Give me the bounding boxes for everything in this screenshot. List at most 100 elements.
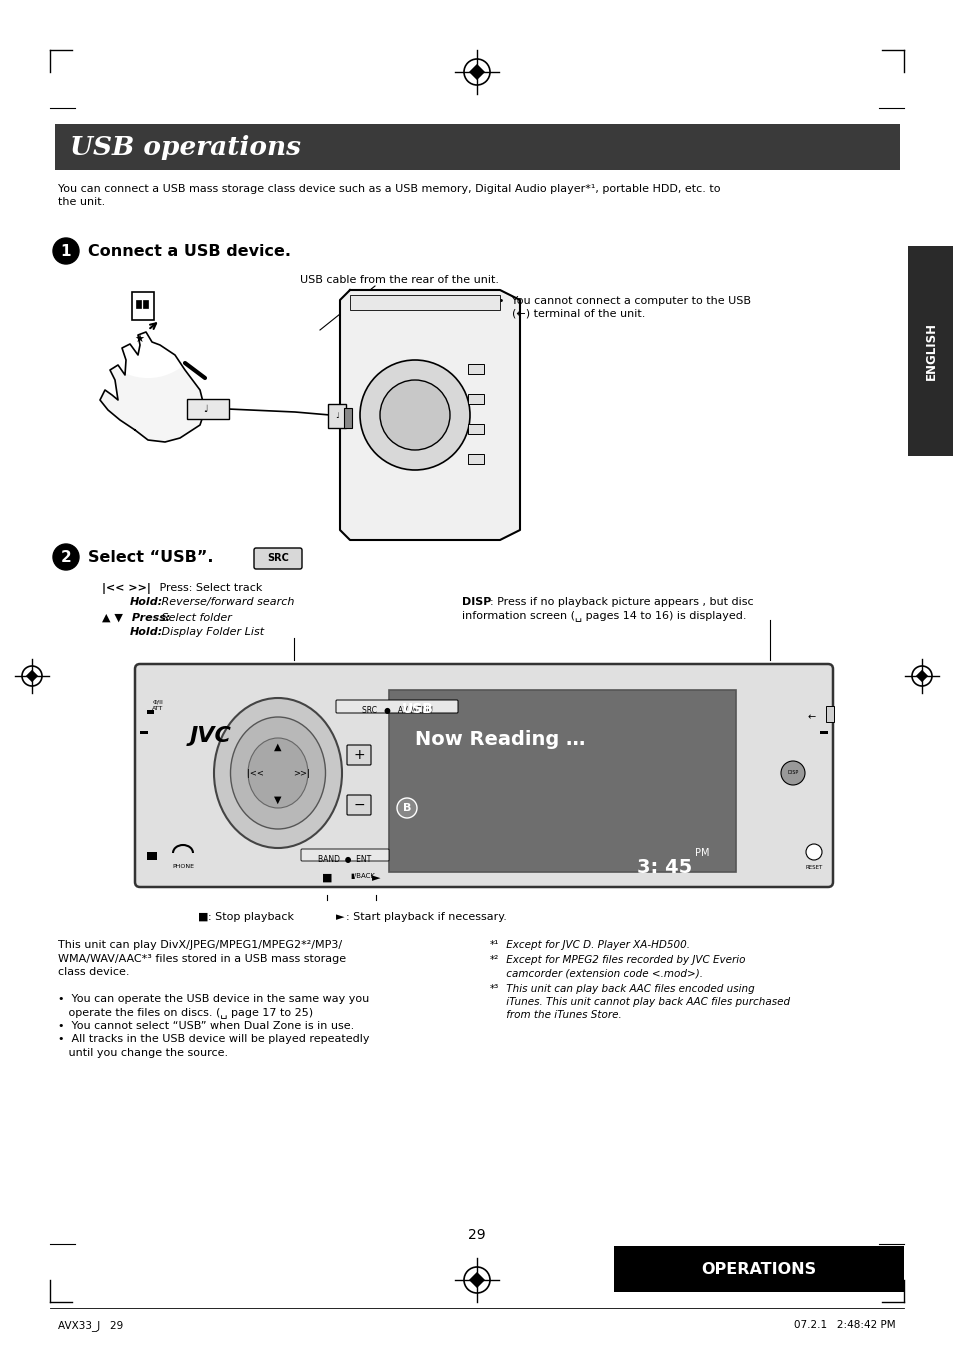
Text: ►: ► (335, 913, 344, 922)
Bar (468, 364, 483, 375)
Text: : Stop playback: : Stop playback (208, 913, 294, 922)
Polygon shape (915, 669, 927, 683)
Text: PHONE: PHONE (172, 864, 193, 869)
FancyBboxPatch shape (253, 548, 302, 569)
Text: B: B (402, 803, 411, 813)
Bar (147, 710, 153, 714)
FancyBboxPatch shape (347, 745, 371, 765)
Circle shape (805, 844, 821, 860)
Text: ▼: ▼ (274, 795, 281, 804)
Text: Except for MPEG2 files recorded by JVC Everio: Except for MPEG2 files recorded by JVC E… (502, 955, 744, 965)
Bar (468, 425, 483, 434)
Text: 2: 2 (61, 549, 71, 565)
Bar (132, 292, 153, 320)
Text: iTunes. This unit cannot play back AAC files purchased: iTunes. This unit cannot play back AAC f… (502, 996, 789, 1007)
Text: −: − (353, 798, 364, 813)
Ellipse shape (213, 698, 341, 848)
Bar (344, 408, 352, 429)
FancyBboxPatch shape (187, 399, 229, 419)
Text: information screen (␣ pages 14 to 16) is displayed.: information screen (␣ pages 14 to 16) is… (461, 610, 745, 621)
Text: 07.2.1   2:48:42 PM: 07.2.1 2:48:42 PM (794, 1320, 895, 1330)
Text: ♩: ♩ (335, 411, 338, 420)
Text: •  All tracks in the USB device will be played repeatedly: • All tracks in the USB device will be p… (58, 1034, 369, 1045)
Bar (350, 295, 499, 310)
Text: camcorder (extension code <.mod>).: camcorder (extension code <.mod>). (502, 968, 702, 977)
Text: PM: PM (695, 848, 709, 859)
Circle shape (53, 238, 79, 264)
Text: ENGLISH: ENGLISH (923, 322, 937, 380)
Text: the unit.: the unit. (58, 197, 105, 207)
Text: WMA/WAV/AAC*³ files stored in a USB mass storage: WMA/WAV/AAC*³ files stored in a USB mass… (58, 953, 346, 964)
Text: Φ/II
ATT: Φ/II ATT (152, 700, 164, 711)
Bar (820, 731, 827, 734)
Polygon shape (469, 64, 484, 80)
Text: DISP: DISP (786, 771, 798, 776)
Bar (147, 852, 157, 860)
Text: +: + (353, 748, 364, 763)
Text: Connect a USB device.: Connect a USB device. (88, 243, 291, 258)
Bar (389, 690, 735, 872)
Bar (328, 404, 346, 429)
Text: ←: ← (807, 713, 815, 722)
Text: Hold:: Hold: (130, 627, 163, 637)
Text: Display Folder List: Display Folder List (158, 627, 264, 637)
Text: DISP: DISP (461, 598, 491, 607)
Bar (468, 454, 483, 464)
Bar (468, 393, 483, 404)
Text: operate the files on discs. (␣ page 17 to 25): operate the files on discs. (␣ page 17 t… (58, 1007, 313, 1018)
Text: Except for JVC D. Player XA-HD500.: Except for JVC D. Player XA-HD500. (502, 940, 689, 950)
Circle shape (359, 360, 470, 470)
Text: BAND  ●  ENT: BAND ● ENT (318, 854, 372, 864)
Text: Press: Select track: Press: Select track (156, 583, 262, 594)
Text: ■: ■ (321, 873, 332, 883)
Text: SRC: SRC (267, 553, 289, 562)
Text: USB operations: USB operations (70, 134, 301, 160)
Text: 3: 45: 3: 45 (636, 859, 691, 877)
Text: : Start playback if necessary.: : Start playback if necessary. (346, 913, 506, 922)
Text: ▮/BACK: ▮/BACK (350, 873, 375, 879)
FancyBboxPatch shape (335, 700, 457, 713)
FancyBboxPatch shape (301, 849, 389, 861)
Text: OPERATIONS: OPERATIONS (700, 1261, 816, 1276)
Circle shape (53, 544, 79, 571)
Text: USB cable from the rear of the unit.: USB cable from the rear of the unit. (299, 274, 498, 285)
Text: ►: ► (372, 873, 380, 883)
Bar (136, 300, 141, 308)
Circle shape (781, 761, 804, 786)
Polygon shape (339, 289, 519, 539)
Text: *²: *² (490, 955, 498, 965)
Circle shape (379, 380, 450, 450)
Text: •  You cannot connect a computer to the USB: • You cannot connect a computer to the U… (497, 296, 750, 306)
Text: 1: 1 (61, 243, 71, 258)
Text: >>|: >>| (294, 768, 310, 777)
Text: *¹: *¹ (490, 940, 498, 950)
Text: |<<: |<< (246, 768, 263, 777)
Text: Press:: Press: (128, 612, 171, 623)
Circle shape (92, 266, 203, 377)
Text: : Press if no playback picture appears , but disc: : Press if no playback picture appears ,… (490, 598, 753, 607)
Bar (140, 731, 148, 734)
Text: SRC   ●   AV MENU: SRC ● AV MENU (361, 706, 432, 715)
Text: RESET: RESET (804, 865, 821, 869)
Text: *³: *³ (490, 984, 498, 994)
Text: ■: ■ (198, 913, 209, 922)
Bar (614, 1247, 903, 1293)
Bar (143, 300, 148, 308)
Circle shape (396, 798, 416, 818)
Text: •  You can operate the USB device in the same way you: • You can operate the USB device in the … (58, 994, 369, 1005)
Text: USB: USB (401, 702, 434, 717)
Polygon shape (100, 333, 205, 442)
Text: Select “USB”.: Select “USB”. (88, 549, 213, 565)
Ellipse shape (231, 717, 325, 829)
Bar (825, 706, 833, 722)
Text: ▲: ▲ (274, 742, 281, 752)
Text: JVC: JVC (190, 726, 232, 746)
Text: Reverse/forward search: Reverse/forward search (158, 598, 294, 607)
FancyBboxPatch shape (135, 664, 832, 887)
Text: ▲ ▼: ▲ ▼ (102, 612, 123, 623)
Text: |<< >>|: |<< >>| (102, 583, 151, 594)
Ellipse shape (248, 738, 308, 808)
Bar (907, 246, 953, 456)
Polygon shape (26, 669, 38, 683)
Text: •  You cannot select “USB” when Dual Zone is in use.: • You cannot select “USB” when Dual Zone… (58, 1021, 354, 1032)
